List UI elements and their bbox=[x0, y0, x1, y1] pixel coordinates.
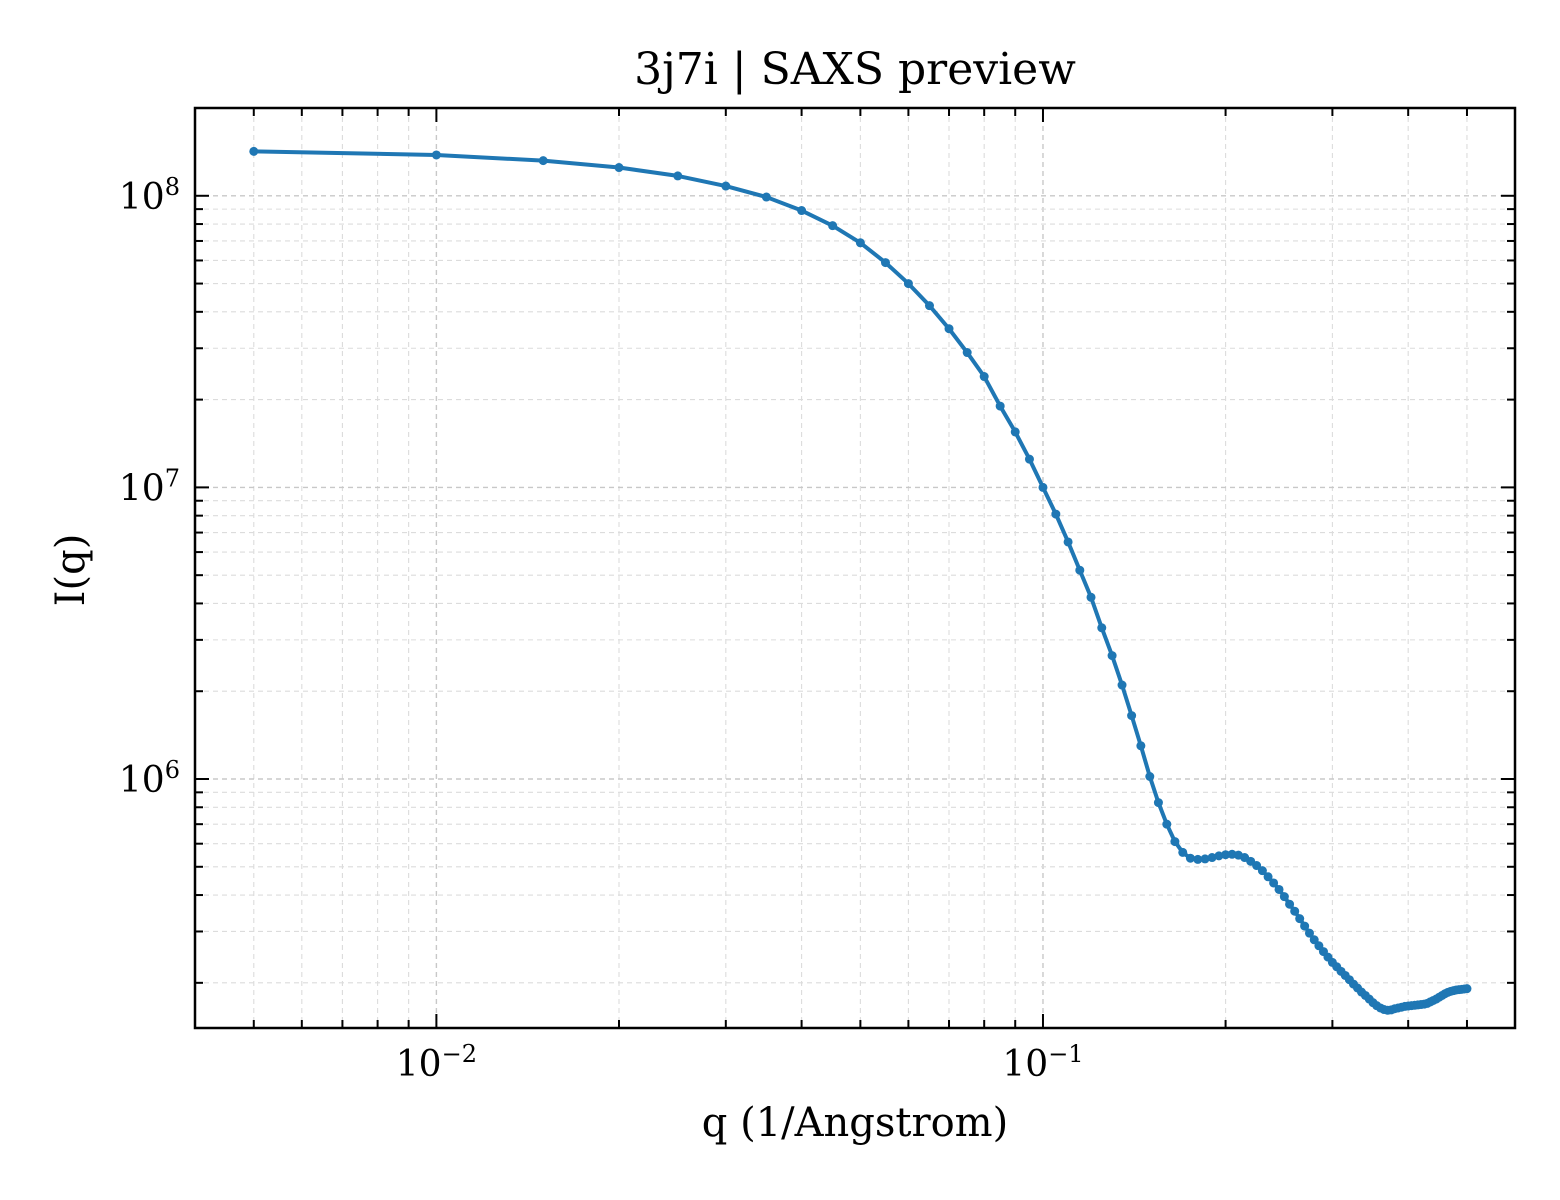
data-point bbox=[1153, 798, 1163, 808]
data-point bbox=[797, 206, 807, 216]
data-point bbox=[673, 171, 683, 181]
data-point bbox=[1304, 928, 1314, 938]
data-point bbox=[979, 372, 989, 382]
data-point bbox=[1263, 872, 1273, 882]
series-layer bbox=[249, 146, 1472, 1015]
data-point bbox=[1178, 847, 1188, 857]
data-point bbox=[1214, 851, 1224, 861]
chart-title: 3j7i | SAXS preview bbox=[634, 44, 1076, 95]
data-point bbox=[761, 192, 771, 202]
data-point bbox=[1097, 623, 1107, 633]
data-point bbox=[1462, 984, 1472, 994]
data-point bbox=[1063, 537, 1073, 547]
data-point bbox=[1290, 906, 1300, 916]
data-point bbox=[903, 279, 913, 289]
data-point bbox=[1207, 853, 1217, 863]
data-point bbox=[1193, 854, 1203, 864]
data-point bbox=[1024, 454, 1034, 464]
data-point bbox=[1257, 866, 1267, 876]
data-point bbox=[431, 150, 441, 160]
y-tick-label: 106 bbox=[119, 756, 180, 801]
data-point bbox=[962, 348, 972, 358]
data-point bbox=[614, 163, 624, 173]
grid-lines bbox=[194, 107, 1515, 1028]
data-point bbox=[995, 401, 1005, 411]
x-tick-label: 10−1 bbox=[1002, 1040, 1083, 1085]
x-axis-label: q (1/Angstrom) bbox=[702, 1100, 1008, 1146]
data-point bbox=[1107, 651, 1117, 661]
data-point bbox=[944, 324, 954, 334]
data-point bbox=[538, 156, 548, 166]
data-point bbox=[1010, 427, 1020, 437]
data-point bbox=[1200, 854, 1210, 864]
data-point bbox=[1086, 592, 1096, 602]
data-point bbox=[924, 301, 934, 311]
data-point bbox=[880, 258, 890, 268]
data-point bbox=[1127, 711, 1137, 721]
data-point bbox=[1274, 884, 1284, 894]
data-point bbox=[828, 221, 838, 231]
data-point bbox=[1038, 482, 1048, 492]
data-point bbox=[1051, 509, 1061, 519]
data-point bbox=[855, 238, 865, 248]
data-point bbox=[1075, 565, 1085, 575]
data-point bbox=[1136, 741, 1146, 751]
data-point bbox=[1252, 861, 1262, 871]
data-point bbox=[1295, 914, 1305, 924]
data-point bbox=[1185, 853, 1195, 863]
data-point bbox=[1162, 819, 1172, 829]
data-point bbox=[1269, 878, 1279, 888]
y-tick-label: 107 bbox=[119, 464, 180, 509]
axis-ticks: 10−2 10−1 106 107 108 bbox=[119, 107, 1515, 1085]
data-point bbox=[1221, 850, 1231, 860]
x-tick-label: 10−2 bbox=[396, 1040, 477, 1085]
data-point bbox=[1279, 892, 1289, 902]
plot-frame bbox=[193, 106, 1517, 1030]
data-point bbox=[1117, 680, 1127, 690]
data-point bbox=[1145, 771, 1155, 781]
y-axis-label: I(q) bbox=[48, 534, 94, 607]
data-point bbox=[1170, 837, 1180, 847]
data-point bbox=[249, 146, 259, 156]
data-point bbox=[1285, 899, 1295, 909]
y-tick-label: 108 bbox=[119, 173, 180, 218]
data-point bbox=[721, 181, 731, 191]
data-point bbox=[1300, 921, 1310, 931]
